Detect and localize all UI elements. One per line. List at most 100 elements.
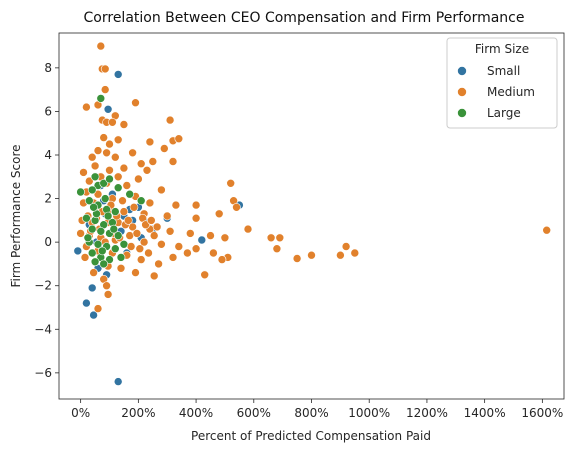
point-medium-128 — [135, 244, 145, 253]
point-medium-66 — [206, 231, 215, 240]
point-medium-67 — [220, 233, 230, 243]
point-medium-56 — [214, 209, 224, 219]
point-large-8 — [136, 196, 146, 205]
point-large-33 — [83, 233, 93, 243]
point-medium-85 — [154, 259, 163, 269]
point-medium-78 — [209, 248, 218, 258]
point-medium-76 — [174, 242, 184, 251]
point-medium-40 — [226, 179, 235, 188]
point-small-0 — [113, 70, 123, 79]
point-medium-134 — [152, 222, 162, 232]
point-medium-25 — [136, 159, 146, 168]
point-medium-35 — [134, 174, 143, 184]
point-small-2 — [113, 377, 123, 386]
point-medium-28 — [90, 161, 100, 171]
point-small-3 — [82, 298, 91, 308]
point-large-26 — [119, 240, 129, 249]
legend-entries: Small Medium Large — [457, 64, 535, 120]
point-medium-14 — [174, 134, 184, 143]
legend-marker-large — [457, 108, 467, 118]
x-tick-label: 1200% — [406, 406, 448, 420]
x-tick-label: 1600% — [521, 406, 563, 420]
x-axis-ticks: 0% 200% 400% 600% 800% 1000% 1200% 1400% 1600% — [71, 399, 563, 420]
point-large-19 — [96, 227, 106, 236]
point-medium-65 — [186, 229, 195, 238]
y-tick-label: −6 — [34, 366, 52, 380]
point-large-7 — [125, 189, 134, 199]
point-medium-108 — [350, 248, 360, 258]
point-medium-102 — [275, 233, 285, 243]
point-medium-39 — [122, 181, 132, 190]
point-large-10 — [85, 196, 94, 205]
point-medium-87 — [183, 248, 192, 258]
point-medium-47 — [191, 200, 201, 210]
point-medium-86 — [168, 253, 178, 262]
point-large-27 — [87, 248, 97, 258]
point-large-14 — [82, 213, 91, 223]
point-medium-45 — [145, 198, 155, 208]
point-large-5 — [105, 174, 114, 184]
point-medium-32 — [79, 168, 88, 177]
points-layer — [73, 41, 552, 386]
legend-label-large: Large — [487, 106, 521, 120]
y-axis-label: Firm Performance Score — [9, 144, 23, 287]
point-medium-130 — [141, 220, 150, 229]
point-medium-18 — [113, 135, 123, 145]
point-medium-24 — [111, 152, 120, 162]
point-medium-127 — [132, 229, 142, 238]
x-tick-label: 600% — [237, 406, 271, 420]
point-medium-64 — [165, 227, 175, 236]
point-medium-74 — [139, 237, 149, 247]
y-tick-label: 0 — [44, 235, 52, 249]
point-medium-101 — [266, 233, 276, 243]
legend-box — [446, 37, 558, 129]
y-tick-label: 4 — [44, 148, 52, 162]
point-medium-4 — [82, 102, 91, 112]
point-medium-23 — [87, 152, 97, 162]
point-medium-3 — [100, 85, 110, 94]
point-medium-105 — [307, 250, 316, 260]
point-medium-126 — [129, 203, 139, 212]
point-large-13 — [111, 207, 120, 216]
y-axis-ticks: −6 −4 −2 0 2 4 6 8 — [34, 61, 59, 380]
point-medium-100 — [217, 255, 227, 264]
y-tick-label: −2 — [34, 279, 52, 293]
point-medium-27 — [168, 157, 178, 166]
point-large-31 — [90, 257, 100, 267]
point-medium-11 — [119, 120, 129, 129]
legend-marker-medium — [457, 87, 467, 97]
point-medium-15 — [145, 137, 155, 147]
point-large-9 — [76, 187, 85, 197]
x-tick-label: 400% — [179, 406, 213, 420]
point-large-21 — [113, 231, 123, 240]
point-medium-131 — [144, 248, 153, 258]
point-large-6 — [113, 183, 123, 192]
point-medium-21 — [128, 148, 137, 158]
legend: Firm Size Small Medium Large — [446, 37, 558, 129]
point-large-1 — [90, 172, 100, 182]
point-medium-30 — [119, 163, 129, 173]
legend-marker-small — [457, 66, 467, 76]
point-medium-57 — [232, 203, 241, 212]
y-tick-label: 8 — [44, 61, 52, 75]
point-medium-92 — [131, 268, 140, 277]
point-medium-68 — [243, 224, 253, 234]
point-medium-107 — [341, 242, 351, 251]
y-tick-label: 2 — [44, 192, 52, 206]
point-medium-91 — [116, 263, 126, 273]
point-small-1 — [103, 105, 113, 114]
point-medium-42 — [93, 189, 103, 199]
y-tick-label: 6 — [44, 104, 52, 118]
point-medium-22 — [160, 144, 169, 153]
point-large-39 — [103, 211, 113, 221]
point-medium-93 — [149, 271, 159, 281]
point-medium-16 — [99, 133, 108, 142]
point-medium-106 — [336, 250, 345, 260]
x-axis-label: Percent of Predicted Compensation Paid — [191, 429, 431, 443]
point-large-36 — [109, 224, 119, 234]
chart-title: Correlation Between CEO Compensation and… — [84, 10, 525, 26]
point-medium-34 — [113, 172, 123, 182]
point-medium-0 — [96, 41, 106, 51]
legend-label-medium: Medium — [487, 85, 535, 99]
point-medium-12 — [165, 115, 175, 125]
